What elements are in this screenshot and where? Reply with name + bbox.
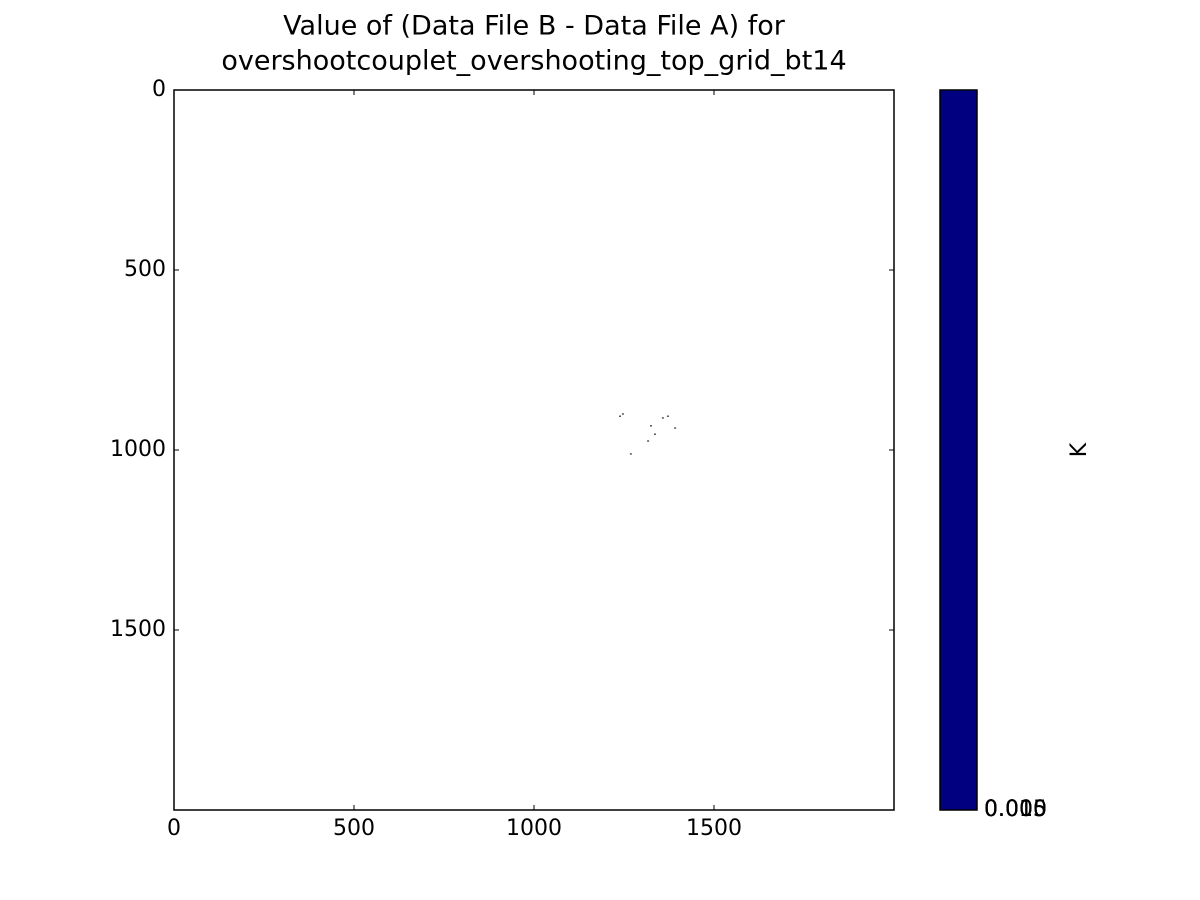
x-tick-label: 500 (333, 816, 375, 841)
data-point (621, 413, 624, 415)
colorbar-label: K (1067, 442, 1092, 457)
data-point (661, 417, 664, 419)
data-point (653, 433, 656, 435)
data-point (629, 453, 632, 455)
data-point (619, 415, 622, 417)
y-tick-label: 1000 (110, 437, 166, 462)
chart-title: overshootcouplet_overshooting_top_grid_b… (221, 46, 846, 77)
colorbar (939, 89, 978, 811)
y-tick-label: 1500 (110, 617, 166, 642)
x-tick-label: 1000 (506, 816, 562, 841)
y-tick-label: 0 (152, 77, 166, 102)
colorbar-tick-label: 0.010 (984, 797, 1047, 822)
y-tick-label: 500 (124, 257, 166, 282)
data-point (650, 425, 652, 427)
plot-area (174, 90, 894, 810)
colorbar-tick-label: 0.005 (984, 797, 1047, 822)
colorbar-tick-label: 0.015 (984, 797, 1047, 822)
colorbar-tick-label: 0.000 (984, 797, 1047, 822)
data-point (674, 427, 677, 429)
chart-title: Value of (Data File B - Data File A) for (283, 11, 786, 42)
x-tick-label: 0 (167, 816, 181, 841)
data-point (666, 415, 669, 417)
x-tick-label: 1500 (686, 816, 742, 841)
data-point (647, 440, 650, 442)
